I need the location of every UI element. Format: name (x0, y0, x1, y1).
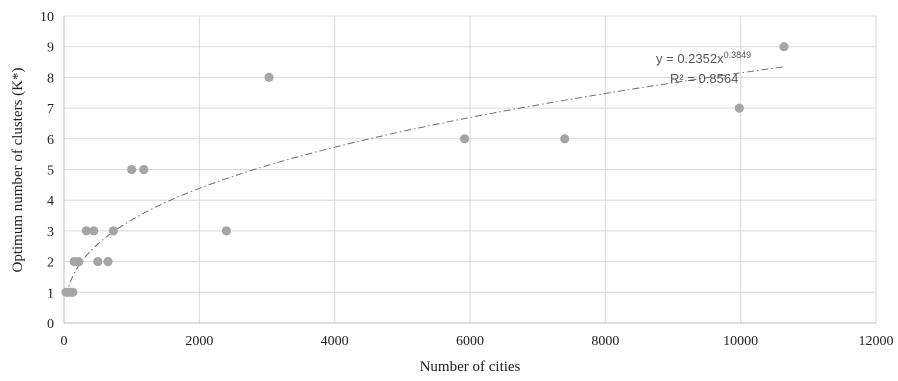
y-tick-label: 1 (47, 286, 54, 301)
power-trendline (65, 66, 785, 297)
x-tick-label: 8000 (591, 334, 619, 349)
data-point (560, 134, 570, 144)
data-point (74, 257, 84, 267)
data-point (89, 226, 99, 236)
data-point (221, 226, 231, 236)
axis-layer (63, 16, 876, 324)
data-point (779, 42, 789, 52)
data-point (459, 134, 470, 144)
data-point (127, 164, 137, 175)
x-axis-title: Number of cities (420, 359, 521, 375)
y-axis-title: Optimum number of clusters (K*) (10, 68, 26, 273)
trendline-equation-exponent: 0.3849 (724, 50, 752, 60)
data-point (81, 226, 91, 236)
y-tick-label: 0 (47, 317, 54, 332)
y-tick-label: 4 (47, 194, 54, 209)
x-tick-label: 10000 (723, 334, 758, 349)
data-point (264, 72, 274, 82)
trendline-r-squared: R² = 0.8564 (670, 71, 738, 86)
trendline-equation: y = 0.2352x0.3849 (656, 50, 751, 66)
data-point (734, 103, 744, 113)
trendline-layer (65, 66, 785, 297)
x-tick-label: 6000 (456, 334, 484, 349)
x-tick-label: 2000 (185, 334, 213, 349)
tick-labels-layer: 0 1 2 3 4 5 6 7 8 9 10 0 2000 4000 6000 8000 10000 12000 (40, 10, 894, 349)
y-tick-label: 2 (47, 256, 54, 271)
y-tick-label: 9 (47, 41, 54, 56)
y-tick-label: 8 (47, 71, 54, 86)
y-tick-label: 7 (47, 102, 54, 117)
x-tick-label: 12000 (859, 334, 894, 349)
data-points-layer (61, 42, 789, 297)
x-tick-label: 4000 (321, 334, 349, 349)
trendline-equation-base: y = 0.2352x (656, 51, 724, 66)
y-tick-label: 10 (40, 10, 54, 25)
data-point (139, 164, 149, 175)
data-point (93, 257, 103, 267)
data-point (103, 257, 113, 267)
data-point (68, 287, 78, 297)
y-tick-label: 5 (47, 164, 54, 179)
x-tick-label: 0 (61, 334, 68, 349)
y-tick-label: 6 (47, 133, 54, 148)
data-point (108, 226, 118, 236)
grid-layer (64, 15, 877, 323)
y-tick-label: 3 (47, 225, 54, 240)
